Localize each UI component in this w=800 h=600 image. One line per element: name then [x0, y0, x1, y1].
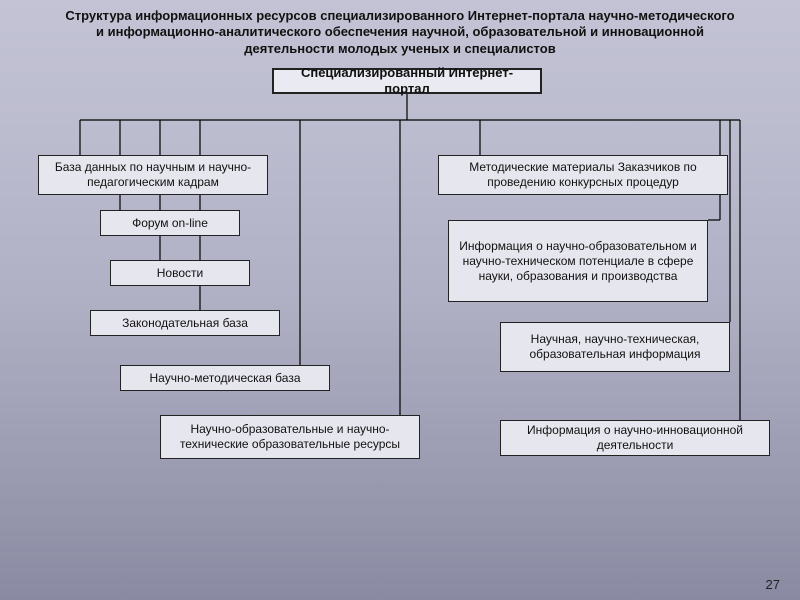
node-label-db: База данных по научным и научно-педагоги… — [45, 160, 261, 190]
node-law: Законодательная база — [90, 310, 280, 336]
node-label-potential: Информация о научно-образовательном и на… — [455, 239, 701, 284]
node-eduRes: Научно-образовательные и научно-техничес… — [160, 415, 420, 459]
page-number: 27 — [766, 577, 780, 592]
node-label-sciInfo: Научная, научно-техническая, образовател… — [507, 332, 723, 362]
node-news: Новости — [110, 260, 250, 286]
root-label: Специализированный Интернет-портал — [280, 65, 534, 98]
root-node: Специализированный Интернет-портал — [272, 68, 542, 94]
node-potential: Информация о научно-образовательном и на… — [448, 220, 708, 302]
node-label-forum: Форум on-line — [132, 216, 208, 231]
node-method: Научно-методическая база — [120, 365, 330, 391]
node-label-method: Научно-методическая база — [149, 371, 300, 386]
node-forum: Форум on-line — [100, 210, 240, 236]
node-custMat: Методические материалы Заказчиков по про… — [438, 155, 728, 195]
diagram-title: Структура информационных ресурсов специа… — [60, 8, 740, 57]
node-innov: Информация о научно-инновационной деятел… — [500, 420, 770, 456]
node-label-innov: Информация о научно-инновационной деятел… — [507, 423, 763, 453]
node-label-eduRes: Научно-образовательные и научно-техничес… — [167, 422, 413, 452]
node-label-news: Новости — [157, 266, 203, 281]
node-label-custMat: Методические материалы Заказчиков по про… — [445, 160, 721, 190]
node-sciInfo: Научная, научно-техническая, образовател… — [500, 322, 730, 372]
node-db: База данных по научным и научно-педагоги… — [38, 155, 268, 195]
node-label-law: Законодательная база — [122, 316, 248, 331]
